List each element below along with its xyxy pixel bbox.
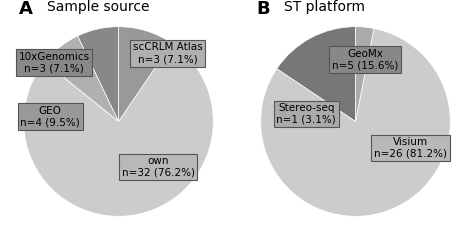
Text: own
n=32 (76.2%): own n=32 (76.2%) xyxy=(122,156,195,178)
Text: A: A xyxy=(19,0,33,18)
Wedge shape xyxy=(24,43,213,216)
Text: B: B xyxy=(256,0,270,18)
Text: GeoMx
n=5 (15.6%): GeoMx n=5 (15.6%) xyxy=(332,49,398,71)
Wedge shape xyxy=(118,27,172,122)
Wedge shape xyxy=(277,27,356,122)
Text: scCRLM Atlas
n=3 (7.1%): scCRLM Atlas n=3 (7.1%) xyxy=(133,43,202,64)
Wedge shape xyxy=(261,28,450,216)
Text: 10xGenomics
n=3 (7.1%): 10xGenomics n=3 (7.1%) xyxy=(18,52,90,74)
Text: Stereo-seq
n=1 (3.1%): Stereo-seq n=1 (3.1%) xyxy=(276,103,336,125)
Text: ST platform: ST platform xyxy=(284,0,365,14)
Text: GEO
n=4 (9.5%): GEO n=4 (9.5%) xyxy=(20,106,80,128)
Text: Sample source: Sample source xyxy=(47,0,150,14)
Wedge shape xyxy=(356,27,374,122)
Text: Visium
n=26 (81.2%): Visium n=26 (81.2%) xyxy=(374,137,447,159)
Wedge shape xyxy=(45,36,118,122)
Wedge shape xyxy=(78,27,118,122)
